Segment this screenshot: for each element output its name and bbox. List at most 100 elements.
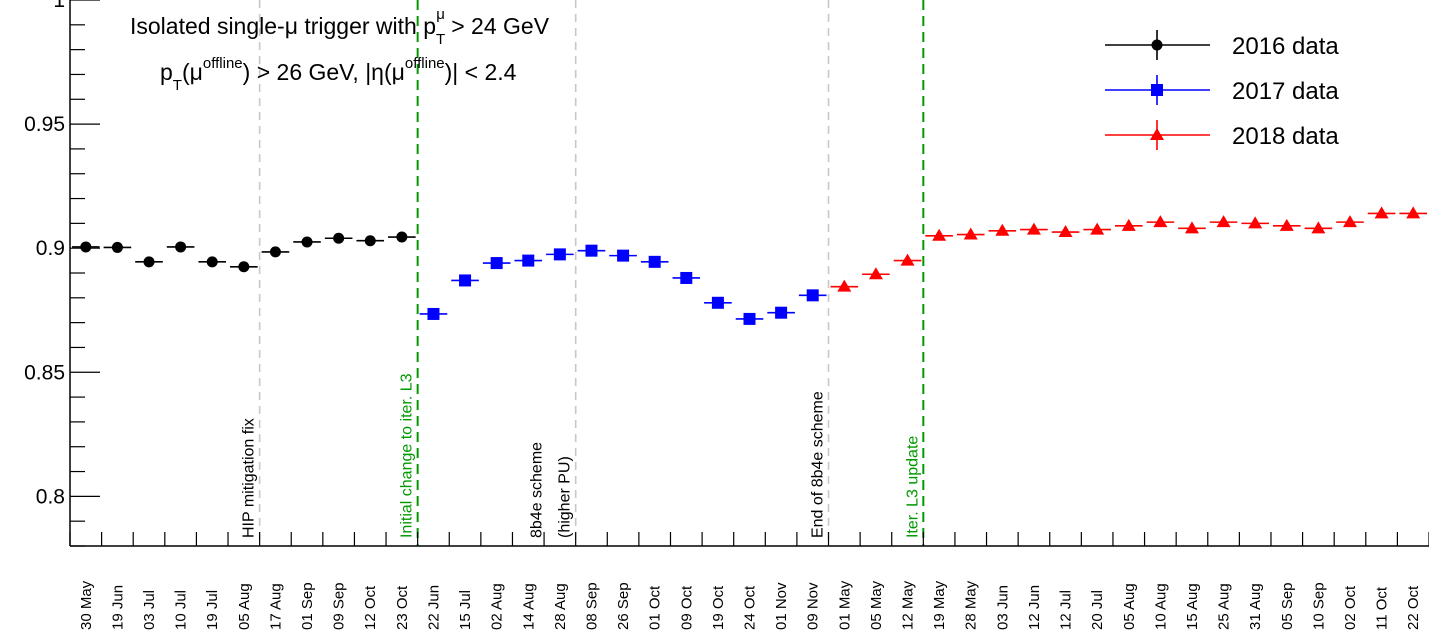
data-point (427, 307, 440, 320)
x-tick-label: 22 Oct (1405, 585, 1422, 630)
x-tick-label: 19 Jun (109, 585, 126, 630)
period-annotations: HIP mitigation fix Initial change to iter… (241, 373, 922, 538)
data-point (333, 232, 345, 244)
data-point (711, 296, 724, 309)
title-part: > 24 GeV (445, 13, 550, 39)
data-point (900, 253, 915, 266)
data-point (238, 261, 250, 273)
title-subscript: T (436, 31, 445, 48)
data-point (269, 246, 281, 258)
x-tick-label: 01 May (836, 580, 853, 630)
data-point (868, 267, 883, 280)
data-point (585, 244, 598, 257)
data-point (1248, 216, 1263, 229)
title-part: Isolated single-μ trigger with p (130, 13, 436, 39)
annotation-1: Initial change to iter. L3 (399, 373, 416, 538)
x-tick-label: 03 Jun (994, 585, 1011, 630)
data-point (837, 279, 852, 292)
legend-label: 2017 data (1232, 78, 1339, 105)
title-part: )| < 2.4 (445, 59, 517, 85)
x-tick-label: 28 Aug (552, 583, 569, 630)
data-point (175, 241, 187, 253)
x-tick-label: 10 Aug (1152, 583, 1169, 630)
x-tick-label: 19 Oct (710, 585, 727, 630)
data-point (743, 312, 756, 325)
annotation-4: End of 8b4e scheme (810, 391, 827, 538)
x-tick-label: 05 Aug (236, 583, 253, 630)
legend-entry-1: 2017 data (1105, 75, 1339, 105)
title-part: ) > 26 GeV, |η(μ (243, 59, 405, 85)
data-point (806, 289, 819, 302)
legend-label: 2018 data (1232, 123, 1339, 150)
x-axis-ticks: 30 May 19 Jun 03 Jul 10 Jul 19 Jul 05 Aug 17 A… (69, 532, 1429, 630)
annotation-0: HIP mitigation fix (241, 418, 258, 538)
data-point (301, 236, 313, 248)
x-tick-label: 31 Aug (1247, 583, 1264, 630)
x-tick-label: 24 Oct (742, 585, 759, 630)
x-tick-label: 12 May (900, 580, 917, 630)
x-tick-label: 12 Jul (1058, 590, 1075, 630)
chart-legend: 2016 data 2017 data 2018 data (1105, 30, 1339, 150)
data-point (1279, 218, 1294, 231)
y-tick-label: 0.85 (24, 361, 65, 384)
x-tick-label: 12 Jun (1026, 585, 1043, 630)
title-line-1: Isolated single-μ trigger with pTμ > 24 … (130, 6, 550, 48)
data-point (1216, 215, 1231, 228)
x-tick-label: 05 Sep (1279, 582, 1296, 630)
x-tick-label: 30 May (78, 580, 95, 630)
series-0 (72, 231, 416, 273)
data-point (1374, 206, 1389, 219)
title-line-2: pT(μoffline) > 26 GeV, |η(μoffline)| < 2… (160, 55, 517, 94)
x-tick-label: 28 May (963, 580, 980, 630)
x-tick-label: 08 Sep (583, 582, 600, 630)
x-tick-label: 09 Nov (805, 582, 822, 630)
x-tick-label: 03 Jul (141, 590, 158, 630)
data-point (206, 256, 218, 268)
x-tick-label: 01 Oct (647, 585, 664, 630)
chart-title: Isolated single-μ trigger with pTμ > 24 … (130, 6, 550, 94)
x-tick-label: 01 Nov (773, 582, 790, 630)
legend-entry-0: 2016 data (1105, 30, 1339, 60)
data-point (995, 223, 1010, 236)
annotation-3: (higher PU) (557, 456, 574, 538)
data-point (522, 254, 535, 267)
data-point (80, 241, 92, 253)
x-tick-label: 22 Jun (425, 585, 442, 630)
x-tick-label: 19 May (931, 580, 948, 630)
data-point (963, 227, 978, 240)
data-point (490, 257, 503, 270)
x-tick-label: 10 Sep (1310, 582, 1327, 630)
data-points (72, 206, 1427, 325)
legend-entry-2: 2018 data (1105, 120, 1339, 150)
legend-marker (1151, 84, 1163, 96)
x-tick-label: 17 Aug (267, 583, 284, 630)
data-point (680, 271, 693, 284)
data-point (364, 235, 376, 247)
data-point (459, 274, 472, 287)
data-point (396, 231, 408, 243)
data-point (553, 248, 566, 261)
x-tick-label: 12 Oct (362, 585, 379, 630)
x-tick-label: 01 Sep (299, 582, 316, 630)
x-tick-label: 05 Aug (1121, 583, 1138, 630)
data-point (1311, 221, 1326, 234)
x-tick-label: 02 Aug (489, 583, 506, 630)
y-tick-label: 0.95 (24, 113, 65, 136)
data-point (932, 228, 947, 241)
data-point (1153, 215, 1168, 228)
title-part: (μ (182, 59, 203, 85)
y-tick-label: 1 (53, 0, 65, 12)
series-2 (830, 206, 1427, 292)
data-point (775, 306, 788, 319)
x-tick-label: 20 Jul (1089, 590, 1106, 630)
x-tick-label: 19 Jul (204, 590, 221, 630)
data-point (648, 255, 661, 268)
x-tick-label: 23 Oct (394, 585, 411, 630)
data-point (1090, 222, 1105, 235)
data-point (143, 256, 155, 268)
annotation-2: 8b4e scheme (529, 442, 546, 538)
period-separator-lines (258, 0, 925, 546)
x-tick-label: 02 Oct (1342, 585, 1359, 630)
title-part: T (173, 77, 182, 94)
